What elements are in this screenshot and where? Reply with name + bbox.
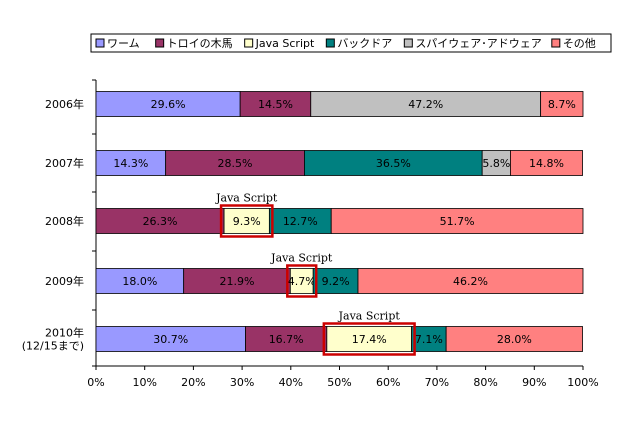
- bar-segment: [304, 150, 483, 176]
- data-label: 26.3%: [143, 215, 178, 228]
- highlight-box: [322, 322, 416, 356]
- data-label: 14.3%: [113, 157, 148, 170]
- data-label: 5.8%: [482, 157, 510, 170]
- legend-swatch: [403, 38, 413, 48]
- category-label: 2009年: [45, 274, 84, 288]
- bar-segment: [481, 150, 511, 176]
- data-label: 12.7%: [283, 215, 318, 228]
- legend-swatch: [325, 38, 335, 48]
- x-tick-label: 0%: [87, 376, 104, 389]
- x-tick-label: 70%: [425, 376, 449, 389]
- bar-segment: [330, 208, 584, 234]
- annotation-label: Java Script: [270, 252, 333, 265]
- annotation-label: Java Script: [215, 192, 278, 205]
- bar-segment: [95, 150, 167, 176]
- legend-swatch: [155, 38, 165, 48]
- bar-segment: [95, 326, 246, 352]
- category-label: 2007年: [45, 156, 84, 170]
- legend-frame: [90, 33, 612, 53]
- data-label: 18.0%: [122, 275, 157, 288]
- data-label: 36.5%: [376, 157, 411, 170]
- data-label: 29.6%: [151, 98, 186, 111]
- legend-label: その他: [563, 37, 596, 50]
- data-label: 47.2%: [408, 98, 443, 111]
- category-label: 2010年: [45, 326, 84, 340]
- data-label: 9.3%: [233, 215, 261, 228]
- data-label: 8.7%: [548, 98, 576, 111]
- legend-swatch: [95, 38, 105, 48]
- data-label: 14.5%: [258, 98, 293, 111]
- data-label: 30.7%: [153, 333, 188, 346]
- data-label: 51.7%: [440, 215, 475, 228]
- x-tick-label: 60%: [376, 376, 400, 389]
- legend-label: トロイの木馬: [167, 37, 233, 50]
- data-label: 21.9%: [220, 275, 255, 288]
- category-label: (12/15まで): [22, 340, 84, 353]
- bar-segment: [239, 91, 312, 117]
- x-tick-label: 100%: [567, 376, 598, 389]
- legend-label: バックドア: [337, 37, 392, 50]
- data-label: 4.7%: [288, 275, 316, 288]
- x-tick-label: 10%: [132, 376, 156, 389]
- data-label: 9.2%: [322, 275, 350, 288]
- bar-segment: [95, 268, 185, 294]
- x-tick-label: 90%: [522, 376, 546, 389]
- legend-label: スパイウェア･アドウェア: [415, 37, 542, 50]
- x-tick-label: 50%: [327, 376, 351, 389]
- legend-label: ワーム: [107, 37, 140, 50]
- data-label: 28.5%: [218, 157, 253, 170]
- bar-segment: [510, 150, 583, 176]
- legend-swatch: [551, 38, 561, 48]
- bar-segment: [540, 91, 584, 117]
- bar-segment: [268, 208, 332, 234]
- bar-segment: [310, 91, 542, 117]
- data-label: 46.2%: [453, 275, 488, 288]
- highlight-box: [219, 204, 274, 238]
- legend: ワーム トロイの木馬 Java Script バックドア スパイウェア･アドウェア その他: [90, 33, 612, 53]
- highlight-box: [286, 264, 318, 298]
- x-tick-label: 40%: [279, 376, 303, 389]
- bar-segment: [445, 326, 583, 352]
- x-tick-label: 80%: [473, 376, 497, 389]
- bar-segment: [95, 208, 225, 234]
- category-label: 2008年: [45, 214, 84, 228]
- data-label: 14.8%: [529, 157, 564, 170]
- legend-swatch: [244, 38, 254, 48]
- category-label: 2006年: [45, 97, 84, 111]
- bar-segment: [165, 150, 305, 176]
- bar-segment: [357, 268, 584, 294]
- bar-segment: [411, 326, 447, 352]
- bar-segment: [183, 268, 291, 294]
- annotation-label: Java Script: [338, 310, 401, 323]
- bar-segment: [95, 91, 241, 117]
- legend-label: Java Script: [255, 37, 315, 50]
- bar-segment: [245, 326, 328, 352]
- x-tick-label: 30%: [230, 376, 254, 389]
- x-tick-label: 20%: [181, 376, 205, 389]
- data-label: 16.7%: [269, 333, 304, 346]
- data-label: 28.0%: [497, 333, 532, 346]
- data-label: 7.1%: [415, 333, 443, 346]
- data-label: 17.4%: [352, 333, 387, 346]
